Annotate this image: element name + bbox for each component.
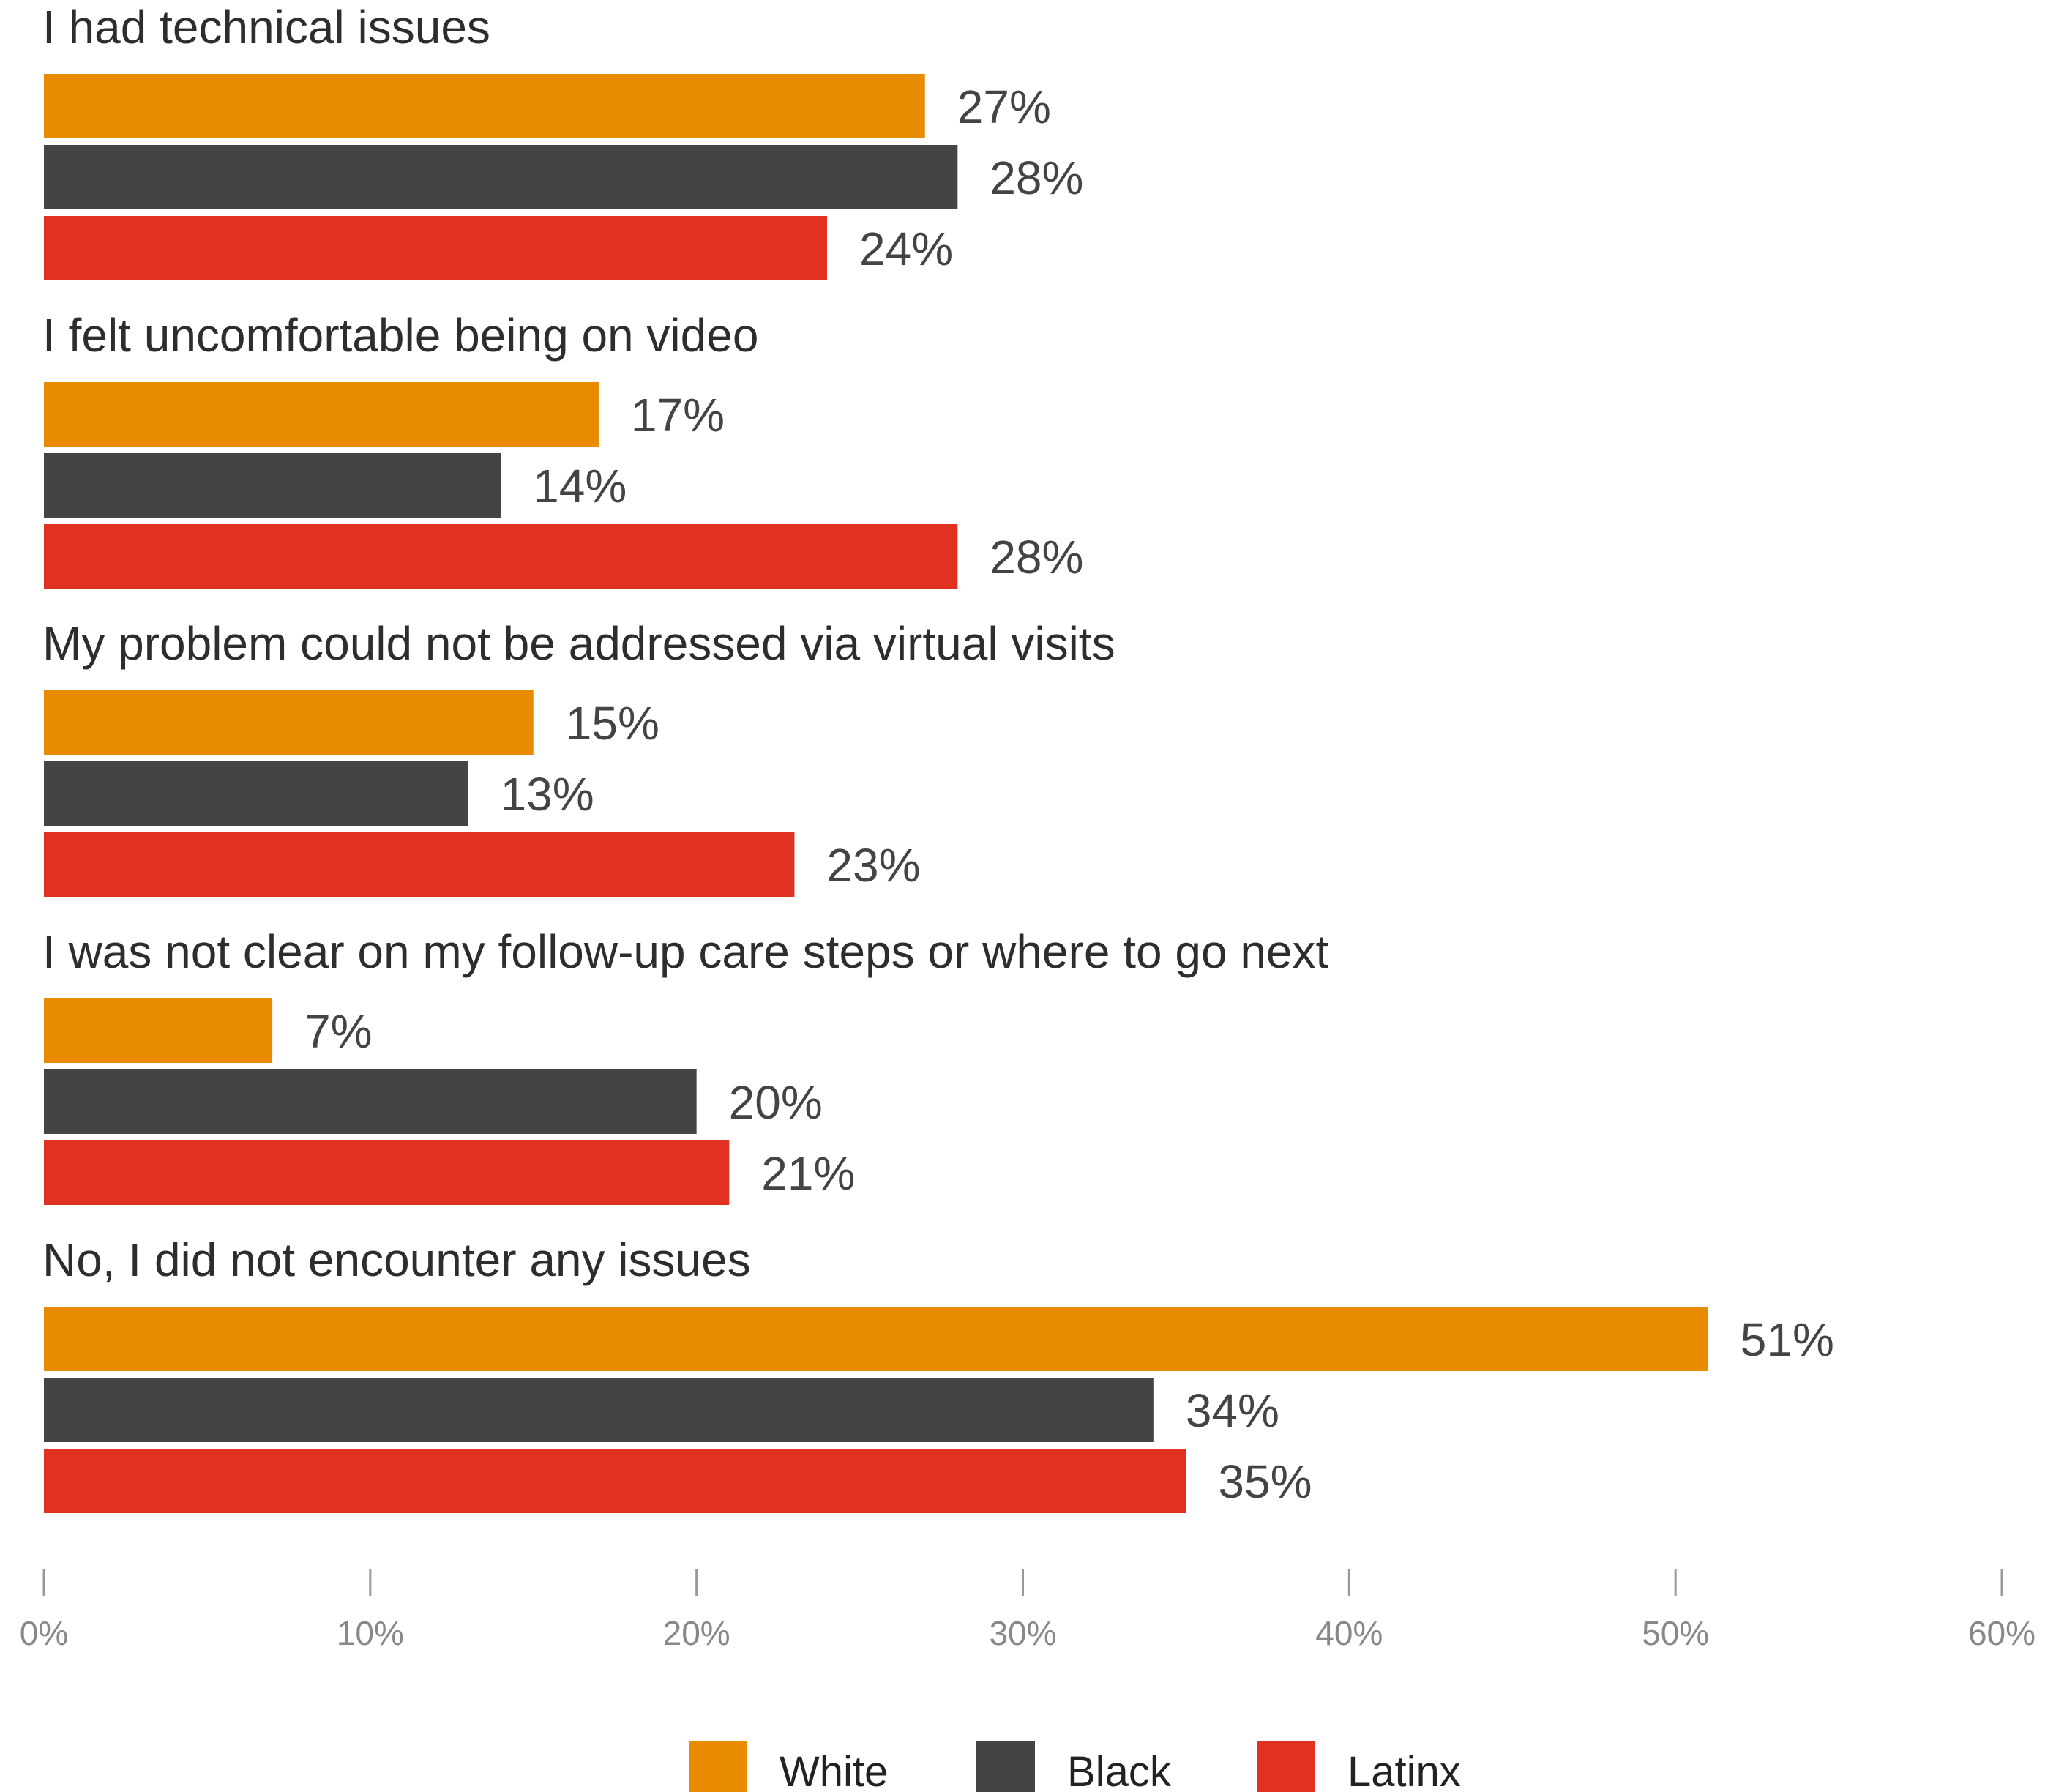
x-tick-label: 10% xyxy=(337,1614,404,1652)
bar-black xyxy=(44,761,468,826)
legend-label: Latinx xyxy=(1347,1748,1461,1792)
bars xyxy=(44,74,1708,1513)
value-label: 17% xyxy=(631,389,725,441)
bar-latinx xyxy=(44,216,827,280)
category-label: I was not clear on my follow-up care ste… xyxy=(42,925,1329,978)
bar-white xyxy=(44,74,925,138)
bar-latinx xyxy=(44,1140,730,1205)
x-tick-label: 40% xyxy=(1315,1614,1383,1652)
bar-latinx xyxy=(44,832,795,897)
legend-swatch-latinx xyxy=(1257,1741,1315,1792)
value-label: 24% xyxy=(859,223,953,275)
x-tick-label: 60% xyxy=(1968,1614,2035,1652)
x-tick-label: 0% xyxy=(20,1614,68,1652)
value-label: 28% xyxy=(990,531,1083,583)
bar-black xyxy=(44,1069,697,1134)
category-label: No, I did not encounter any issues xyxy=(42,1233,751,1286)
x-tick-label: 20% xyxy=(663,1614,730,1652)
bar-white xyxy=(44,998,273,1063)
legend-label: White xyxy=(780,1748,888,1792)
category-label: I had technical issues xyxy=(42,1,490,53)
legend: White Black Latinx xyxy=(689,1741,1461,1792)
legend-label: Black xyxy=(1067,1748,1172,1792)
value-label: 21% xyxy=(761,1147,855,1200)
value-label: 51% xyxy=(1741,1313,1834,1366)
bar-latinx xyxy=(44,1449,1186,1513)
bar-white xyxy=(44,690,534,755)
value-label: 35% xyxy=(1218,1455,1312,1508)
x-axis: 0% 10% 20% 30% 40% 50% 60% xyxy=(20,1569,2035,1652)
value-label: 27% xyxy=(957,81,1051,133)
bar-black xyxy=(44,145,958,209)
legend-swatch-black xyxy=(976,1741,1035,1792)
value-label: 15% xyxy=(566,697,659,750)
bar-black xyxy=(44,1378,1154,1442)
value-label: 7% xyxy=(304,1005,373,1058)
legend-swatch-white xyxy=(689,1741,747,1792)
value-label: 28% xyxy=(990,152,1083,204)
bar-white xyxy=(44,382,599,447)
value-label: 13% xyxy=(501,768,594,821)
value-label: 34% xyxy=(1186,1384,1279,1437)
bar-black xyxy=(44,453,501,518)
bar-latinx xyxy=(44,524,958,589)
category-label: My problem could not be addressed via vi… xyxy=(42,617,1115,670)
x-tick-label: 30% xyxy=(989,1614,1056,1652)
bar-white xyxy=(44,1307,1708,1371)
value-labels: 27% 28% 24% 17%14% 28% 15% 13% 23% 7% 20% 21% 51% 34… xyxy=(304,81,1834,1508)
value-label: 20% xyxy=(729,1076,823,1129)
x-tick-label: 50% xyxy=(1642,1614,1709,1652)
category-labels: I had technical issues I felt uncomfortab… xyxy=(42,1,1329,1286)
value-label: 23% xyxy=(826,839,920,892)
value-label: 14% xyxy=(533,460,627,512)
category-label: I felt uncomfortable being on video xyxy=(42,309,758,362)
